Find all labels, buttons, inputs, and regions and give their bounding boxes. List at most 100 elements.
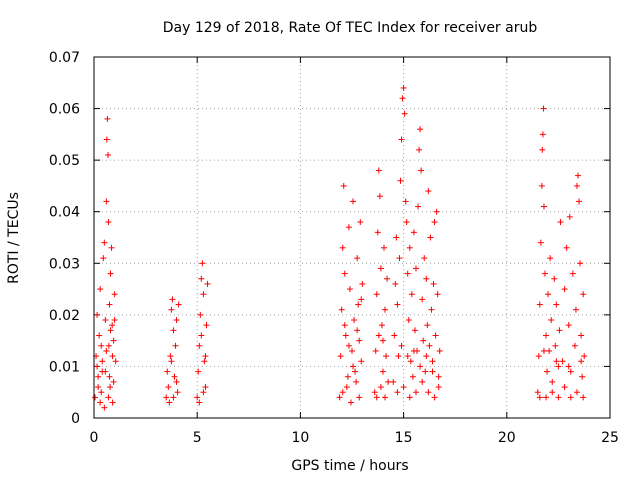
data-point bbox=[573, 182, 580, 189]
data-point bbox=[165, 384, 172, 391]
data-point bbox=[358, 358, 365, 365]
data-point bbox=[95, 384, 102, 391]
data-point bbox=[112, 358, 119, 365]
data-point bbox=[415, 203, 422, 210]
data-point bbox=[339, 389, 346, 396]
data-point bbox=[429, 368, 436, 375]
data-point bbox=[353, 378, 360, 385]
data-point bbox=[109, 353, 116, 360]
data-point bbox=[195, 368, 202, 375]
y-tick-label: 0.06 bbox=[49, 102, 80, 118]
data-point bbox=[373, 394, 380, 401]
data-point bbox=[354, 327, 361, 334]
data-point bbox=[107, 270, 114, 277]
data-point bbox=[541, 270, 548, 277]
data-point bbox=[569, 270, 576, 277]
data-point bbox=[111, 291, 118, 298]
data-point bbox=[111, 317, 118, 324]
data-point bbox=[431, 394, 438, 401]
data-point bbox=[382, 394, 389, 401]
data-point bbox=[203, 322, 210, 329]
data-point bbox=[376, 193, 383, 200]
data-point bbox=[417, 363, 424, 370]
data-point bbox=[551, 275, 558, 282]
y-tick-label: 0.02 bbox=[49, 308, 80, 324]
data-point bbox=[202, 353, 209, 360]
y-tick-label: 0.07 bbox=[49, 50, 80, 66]
data-point bbox=[545, 291, 552, 298]
data-point bbox=[429, 358, 436, 365]
data-point bbox=[173, 317, 180, 324]
y-tick-label: 0.01 bbox=[49, 359, 80, 375]
data-point bbox=[339, 244, 346, 251]
data-point bbox=[384, 275, 391, 282]
data-point bbox=[198, 275, 205, 282]
data-point bbox=[354, 255, 361, 262]
data-point bbox=[409, 373, 416, 380]
data-point bbox=[553, 358, 560, 365]
y-tick-labels: 0 0.01 0.02 0.03 0.04 0.05 0.06 0.07 bbox=[49, 50, 80, 427]
data-point bbox=[423, 353, 430, 360]
chart-title: Day 129 of 2018, Rate Of TEC Index for r… bbox=[163, 20, 538, 36]
data-point bbox=[540, 347, 547, 354]
data-point bbox=[105, 394, 112, 401]
data-point bbox=[204, 280, 211, 287]
y-tick-label: 0 bbox=[71, 411, 80, 427]
data-point bbox=[567, 394, 574, 401]
data-point bbox=[405, 317, 412, 324]
data-point bbox=[547, 255, 554, 262]
data-point bbox=[196, 342, 203, 349]
data-point bbox=[419, 296, 426, 303]
data-point bbox=[556, 327, 563, 334]
data-point bbox=[540, 105, 547, 112]
data-point bbox=[174, 389, 181, 396]
data-point bbox=[166, 399, 173, 406]
data-point bbox=[548, 317, 555, 324]
data-point bbox=[104, 115, 111, 122]
data-point bbox=[171, 373, 178, 380]
data-point bbox=[97, 286, 104, 293]
data-point bbox=[580, 291, 587, 298]
data-point bbox=[352, 368, 359, 375]
data-point bbox=[408, 291, 415, 298]
data-point bbox=[359, 280, 366, 287]
data-point bbox=[379, 368, 386, 375]
data-point bbox=[377, 384, 384, 391]
data-point bbox=[436, 347, 443, 354]
data-point bbox=[168, 306, 175, 313]
data-point bbox=[394, 301, 401, 308]
data-point bbox=[578, 358, 585, 365]
data-point bbox=[398, 136, 405, 143]
data-point bbox=[356, 394, 363, 401]
x-tick-label: 0 bbox=[90, 430, 99, 446]
data-point bbox=[553, 301, 560, 308]
data-point bbox=[566, 213, 573, 220]
data-point bbox=[94, 363, 101, 370]
data-point bbox=[108, 244, 115, 251]
data-point bbox=[379, 337, 386, 344]
data-point bbox=[342, 332, 349, 339]
data-point bbox=[103, 198, 110, 205]
x-tick-labels: 0 5 10 15 20 25 bbox=[90, 430, 619, 446]
data-point bbox=[538, 182, 545, 189]
data-point bbox=[344, 373, 351, 380]
data-point bbox=[110, 378, 117, 385]
data-point bbox=[350, 363, 357, 370]
data-point bbox=[100, 255, 107, 262]
data-point bbox=[555, 363, 562, 370]
data-point bbox=[539, 131, 546, 138]
data-point bbox=[99, 358, 106, 365]
data-point bbox=[169, 296, 176, 303]
data-point bbox=[375, 167, 382, 174]
y-tick-label: 0.03 bbox=[49, 256, 80, 272]
y-axis-label: ROTI / TECUs bbox=[6, 192, 22, 284]
data-point bbox=[164, 368, 171, 375]
data-point bbox=[540, 203, 547, 210]
data-point bbox=[572, 306, 579, 313]
data-point bbox=[536, 394, 543, 401]
data-point bbox=[394, 389, 401, 396]
data-point bbox=[106, 301, 113, 308]
data-point bbox=[338, 306, 345, 313]
data-point bbox=[385, 378, 392, 385]
data-point bbox=[435, 384, 442, 391]
